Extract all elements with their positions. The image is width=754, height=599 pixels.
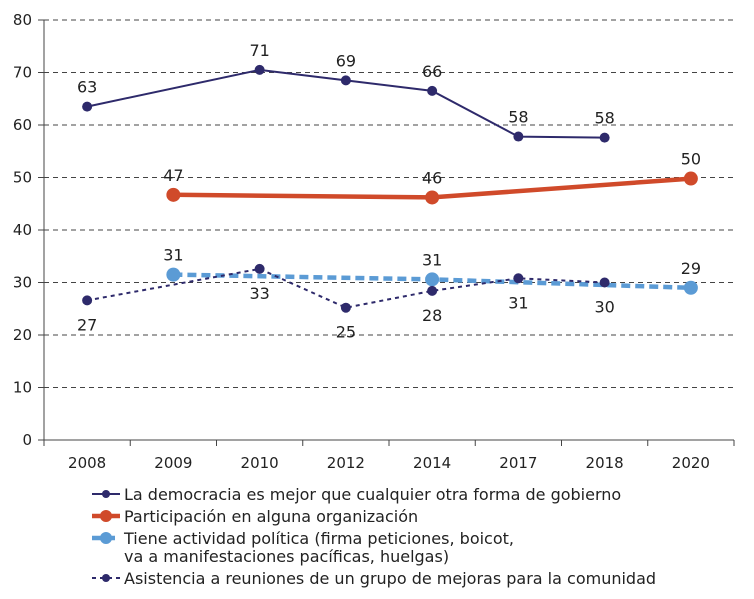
data-label: 66 xyxy=(422,62,442,81)
legend-swatch-marker xyxy=(102,574,110,582)
series-line-1 xyxy=(86,68,605,139)
y-tick-label: 30 xyxy=(13,274,32,292)
data-label: 28 xyxy=(422,306,442,325)
y-tick-label: 40 xyxy=(13,221,32,239)
data-label: 33 xyxy=(249,284,269,303)
y-tick-label: 0 xyxy=(22,431,32,449)
series-3-point xyxy=(425,272,440,287)
series-2-point xyxy=(166,187,181,202)
legend: La democracia es mejor que cualquier otr… xyxy=(92,485,656,588)
data-label: 31 xyxy=(422,250,442,269)
y-tick-label: 50 xyxy=(13,169,32,187)
series-4-point xyxy=(427,285,438,296)
x-tick-label: 2017 xyxy=(499,454,537,472)
legend-label: La democracia es mejor que cualquier otr… xyxy=(124,485,621,504)
data-label: 29 xyxy=(681,259,701,278)
y-tick-label: 70 xyxy=(13,64,32,82)
series-4-point xyxy=(599,277,610,288)
series-4-point xyxy=(513,273,524,284)
series-group xyxy=(82,64,698,313)
legend-swatch-marker xyxy=(102,490,110,498)
x-tick-label: 2014 xyxy=(413,454,451,472)
series-line-4 xyxy=(86,267,605,309)
y-tick-label: 20 xyxy=(13,326,32,344)
series-4-point xyxy=(254,263,265,274)
series-3-point xyxy=(166,267,181,282)
data-label: 58 xyxy=(594,109,614,128)
y-tick-label: 60 xyxy=(13,116,32,134)
y-tick-label: 10 xyxy=(13,379,32,397)
series-4-point xyxy=(340,302,351,313)
data-label: 25 xyxy=(336,323,356,342)
data-label: 58 xyxy=(508,108,528,127)
series-2-point xyxy=(683,171,698,186)
axes: 0 10 20 30 40 50 60 70 80 2008 2009 2010 2012 2014 201… xyxy=(13,11,735,472)
series-2-point xyxy=(425,190,440,205)
data-label: 69 xyxy=(336,51,356,70)
data-label: 31 xyxy=(163,246,183,265)
data-label: 47 xyxy=(163,166,183,185)
data-label: 46 xyxy=(422,168,442,187)
series-1-point xyxy=(599,132,610,143)
series-1-point xyxy=(513,131,524,142)
series-1-point xyxy=(340,75,351,86)
data-label: 71 xyxy=(249,41,269,60)
data-label: 30 xyxy=(594,298,614,317)
x-tick-label: 2012 xyxy=(327,454,365,472)
x-tick-label: 2018 xyxy=(586,454,624,472)
data-label: 50 xyxy=(681,150,701,169)
legend-label: Participación en alguna organización xyxy=(124,507,418,526)
legend-label: Tiene actividad política (firma peticion… xyxy=(123,529,514,548)
series-1-point xyxy=(82,101,93,112)
data-label: 63 xyxy=(77,78,97,97)
data-labels: 63 71 69 66 58 58 47 46 50 31 31 29 27 33 25 28 31 30 xyxy=(77,41,701,342)
x-tick-label: 2020 xyxy=(672,454,710,472)
y-tick-label: 80 xyxy=(13,11,32,29)
legend-swatch-marker xyxy=(100,532,112,544)
legend-swatch-marker xyxy=(100,510,112,522)
series-1-point xyxy=(427,85,438,96)
series-4-point xyxy=(82,295,93,306)
x-tick-label: 2010 xyxy=(241,454,279,472)
series-3-point xyxy=(683,280,698,295)
gridlines xyxy=(44,19,734,388)
data-label: 27 xyxy=(77,315,97,334)
x-tick-label: 2009 xyxy=(154,454,192,472)
series-1-point xyxy=(254,64,265,75)
data-label: 31 xyxy=(508,293,528,312)
legend-label: Asistencia a reuniones de un grupo de me… xyxy=(124,569,656,588)
legend-label: va a manifestaciones pacíficas, huelgas) xyxy=(124,547,449,566)
x-tick-label: 2008 xyxy=(68,454,106,472)
